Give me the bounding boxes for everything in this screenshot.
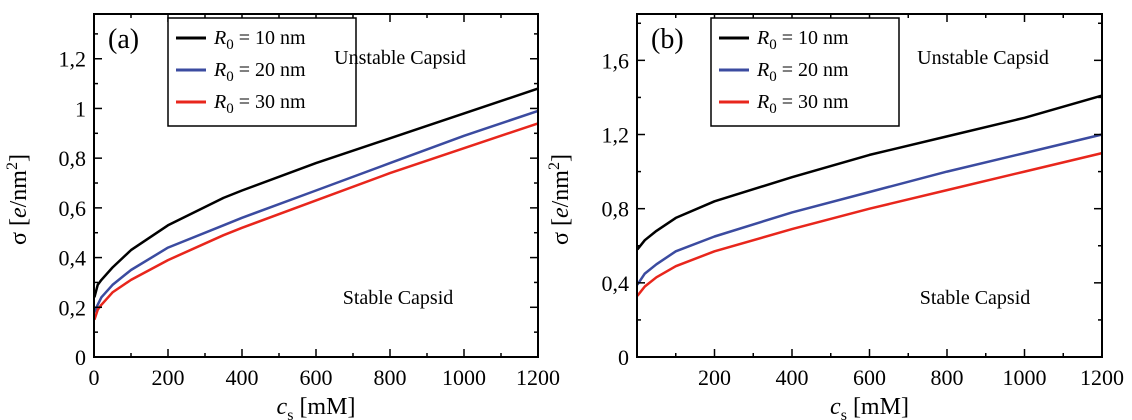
legend-box	[710, 17, 900, 127]
panel-label: (b)	[651, 24, 684, 55]
y-tick-label: 0,8	[602, 197, 630, 222]
legend-label: R0 = 20 nm	[756, 59, 849, 85]
series-line-3	[636, 151, 1103, 297]
y-tick-label: 1,2	[602, 123, 630, 148]
y-tick-label: 1,6	[602, 48, 630, 73]
series-line-1	[636, 94, 1103, 251]
x-tick-label: 1000	[1003, 365, 1047, 390]
x-tick-label: 200	[698, 365, 731, 390]
legend-box	[167, 17, 357, 127]
x-tick-label: 1200	[516, 365, 560, 390]
legend: R0 = 10 nm R0 = 20 nm R0 = 30 nm	[167, 17, 357, 127]
y-tick-label: 0,4	[602, 271, 630, 296]
legend-label: R0 = 30 nm	[213, 91, 306, 117]
x-tick-label: 600	[300, 365, 333, 390]
legend-label: R0 = 10 nm	[213, 27, 306, 53]
unstable-region-label: Unstable Capsid	[334, 47, 466, 69]
x-tick-label: 200	[152, 365, 185, 390]
legend-label: R0 = 20 nm	[213, 59, 306, 85]
legend: R0 = 10 nm R0 = 20 nm R0 = 30 nm	[710, 17, 900, 127]
x-tick-label: 800	[931, 365, 964, 390]
series-line-1	[93, 87, 539, 298]
stable-region-label: Stable Capsid	[343, 287, 454, 309]
x-tick-label: 1200	[1080, 365, 1124, 390]
y-tick-label: 0,8	[59, 146, 87, 171]
unstable-region-label: Unstable Capsid	[917, 47, 1049, 69]
y-tick-label: 0,6	[59, 196, 87, 221]
legend-label: R0 = 30 nm	[756, 91, 849, 117]
panel-b: 200 400 600 800 1000 1200 0 0,4 0,8 1,2 1,6 cs [mM]…	[546, 13, 1124, 420]
y-axis-label: σ [e/nm2]	[546, 154, 574, 245]
y-axis-label: σ [e/nm2]	[4, 154, 32, 245]
y-tick-label: 0,2	[59, 295, 87, 320]
x-tick-label: 400	[776, 365, 809, 390]
x-axis-label: cs [mM]	[277, 394, 356, 420]
y-tick-label: 1,2	[59, 47, 87, 72]
panel-a: 0 200 400 600 800 1000 1200 0 0,2 0,4 0,6 0,8 1 1,2 cs…	[4, 13, 560, 420]
x-tick-label: 800	[374, 365, 407, 390]
legend-label: R0 = 10 nm	[756, 27, 849, 53]
y-tick-label: 1	[75, 96, 86, 121]
series-line-2	[93, 109, 539, 313]
stable-region-label: Stable Capsid	[920, 287, 1031, 309]
y-tick-label: 0	[75, 345, 86, 370]
x-tick-label: 0	[89, 365, 100, 390]
x-axis-label: cs [mM]	[830, 394, 909, 420]
x-tick-label: 400	[226, 365, 259, 390]
panel-label: (a)	[108, 24, 139, 55]
x-tick-label: 1000	[442, 365, 486, 390]
y-tick-label: 0,4	[59, 246, 87, 271]
x-tick-label: 600	[853, 365, 886, 390]
series-line-3	[93, 122, 539, 321]
y-tick-label: 0	[618, 345, 629, 370]
series-line-2	[636, 133, 1103, 286]
